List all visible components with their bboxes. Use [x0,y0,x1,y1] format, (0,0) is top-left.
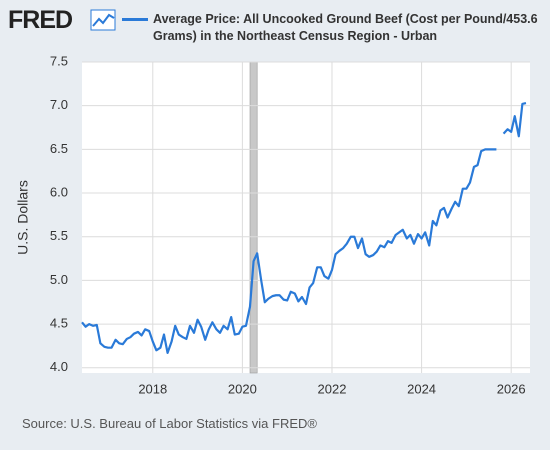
x-tick-label: 2024 [407,381,436,396]
icon-line [92,13,115,27]
y-tick-label: 6.0 [50,184,68,199]
y-tick-label: 5.0 [50,272,68,287]
source-note: Source: U.S. Bureau of Labor Statistics … [22,416,317,431]
chart-title: Average Price: All Uncooked Ground Beef … [153,12,538,43]
logo: FRED [8,6,73,34]
y-tick-label: 6.5 [50,141,68,156]
x-tick-label: 2022 [318,381,347,396]
y-tick-label: 4.5 [50,316,68,331]
logo-icon [90,9,116,31]
y-tick-label: 5.5 [50,228,68,243]
x-tick-label: 2018 [138,381,167,396]
recession-shading [249,61,258,374]
x-tick-label: 2026 [497,381,526,396]
y-tick-label: 7.5 [50,53,68,68]
icon-frame [90,9,116,31]
y-tick-label: 4.0 [50,359,68,374]
y-axis-label: U.S. Dollars [15,180,31,255]
data-line [81,101,527,355]
legend-swatch [122,18,148,21]
x-tick-label: 2020 [228,381,257,396]
plot-area [82,62,530,373]
y-tick-label: 7.0 [50,97,68,112]
